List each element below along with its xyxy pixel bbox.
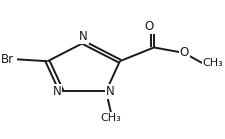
Text: Br: Br [0,53,13,66]
Text: O: O [145,20,154,33]
Text: O: O [180,46,189,59]
Text: N: N [106,85,115,98]
Text: CH₃: CH₃ [101,113,121,123]
Text: N: N [79,30,88,43]
Text: N: N [53,85,61,98]
Text: CH₃: CH₃ [203,58,223,68]
